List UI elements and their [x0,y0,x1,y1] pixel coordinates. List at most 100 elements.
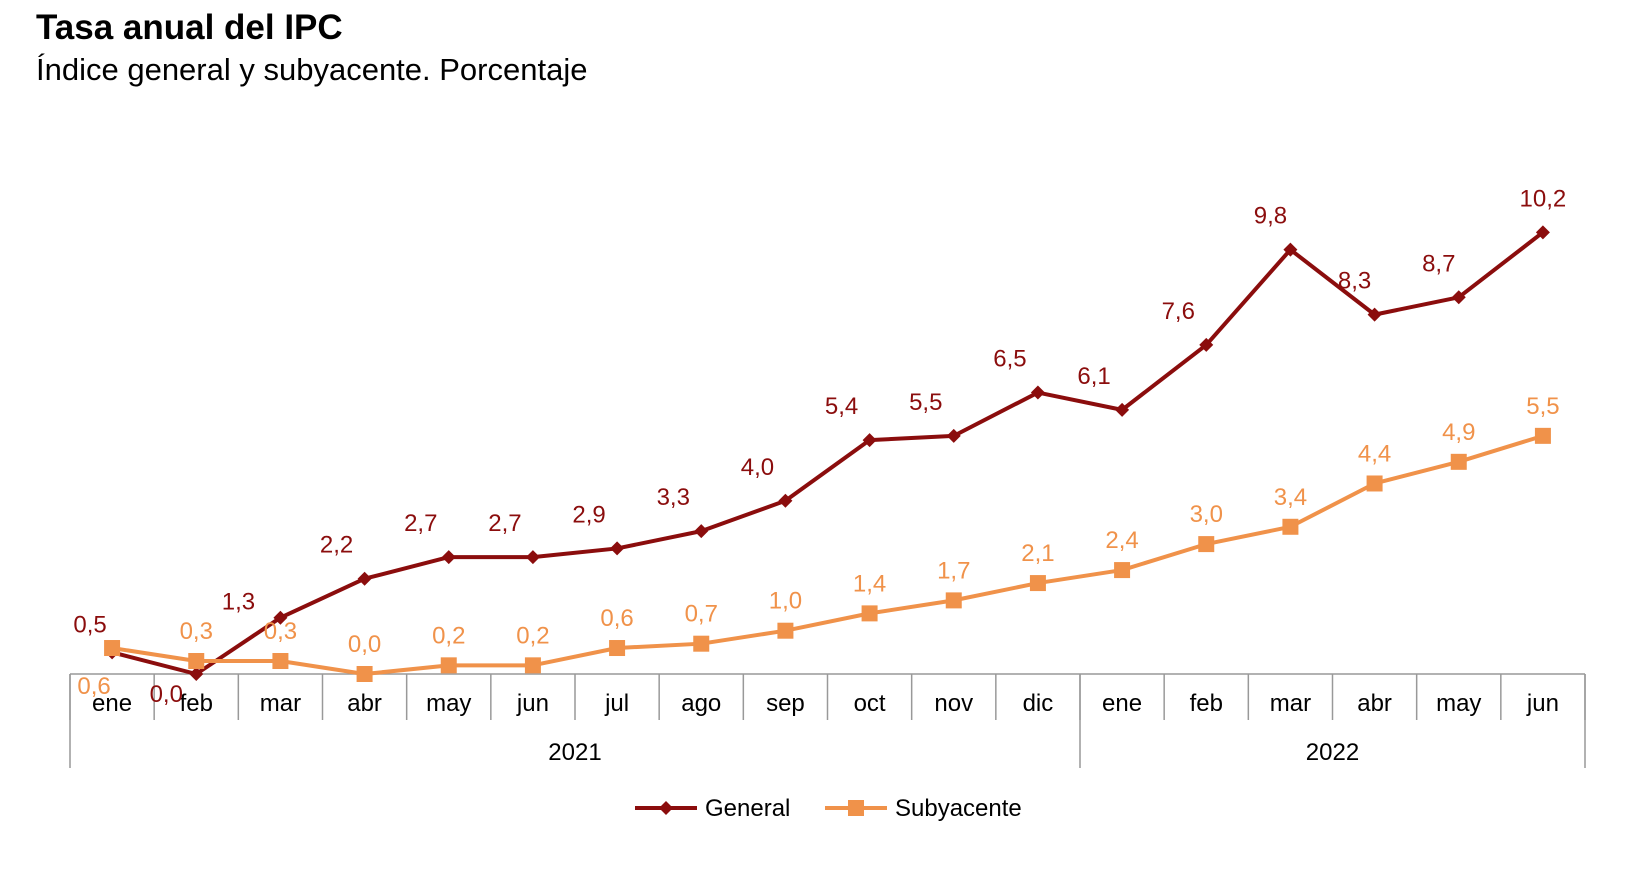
diamond-marker [1451,290,1466,305]
x-tick-label: mar [260,690,301,717]
legend-label: Subyacente [895,795,1022,822]
square-marker [609,640,626,657]
data-label: 5,5 [1526,393,1559,420]
data-label: 0,0 [150,681,183,708]
x-tick-label: ago [681,690,721,717]
diamond-marker [778,493,793,508]
square-marker [861,605,878,622]
data-label: 5,5 [909,389,942,416]
x-tick-label: abr [1357,690,1392,717]
data-label: 2,4 [1105,527,1138,554]
square-marker [1366,475,1383,492]
diamond-marker [441,550,456,565]
data-label: 2,9 [572,501,605,528]
square-marker [693,635,710,652]
data-label: 0,6 [77,673,110,700]
data-label: 0,2 [516,622,549,649]
diamond-marker [946,428,961,443]
legend-item-general: General [635,795,790,822]
data-label: 0,6 [600,605,633,632]
data-label: 3,3 [657,484,690,511]
data-label: 8,3 [1338,268,1371,295]
x-tick-label: feb [1190,690,1223,717]
x-tick-label: nov [934,690,973,717]
x-tick-label: may [1436,690,1481,717]
x-tick-label: jul [604,690,629,717]
x-tick-label: sep [766,690,805,717]
data-label: 0,2 [432,622,465,649]
data-label: 2,2 [320,532,353,559]
x-tick-label: jun [1526,690,1559,717]
diamond-marker [1030,385,1045,400]
legend-square-icon [848,800,864,816]
chart-subtitle: Índice general y subyacente. Porcentaje [36,52,588,87]
square-marker [1450,453,1467,470]
diamond-marker [1115,402,1130,417]
square-marker [272,653,289,670]
x-tick-label: may [426,690,471,717]
diamond-marker [610,541,625,556]
data-label: 3,0 [1190,501,1223,528]
diamond-marker [357,571,372,586]
data-label: 1,0 [769,588,802,615]
data-label: 4,9 [1442,419,1475,446]
data-label: 1,3 [222,589,255,616]
data-label: 4,0 [741,454,774,481]
data-label: 4,4 [1358,440,1391,467]
diamond-marker [525,550,540,565]
square-marker [1534,427,1551,444]
square-marker [524,657,541,674]
series-line-subyacente [111,433,1544,676]
data-label: 5,4 [825,393,858,420]
legend-item-subyacente: Subyacente [825,795,1022,822]
x-tick-label: oct [854,690,886,717]
diamond-marker [273,610,288,625]
diamond-marker [1367,307,1382,322]
diamond-marker [694,524,709,539]
x-tick-label: mar [1270,690,1311,717]
x-tick-label: ene [1102,690,1142,717]
data-label: 2,7 [404,510,437,537]
data-label: 0,5 [73,611,106,638]
square-marker [945,592,962,609]
diamond-marker [1283,242,1298,257]
x-tick-label: dic [1023,690,1054,717]
square-marker [1029,575,1046,592]
chart-title: Tasa anual del IPC [36,8,343,47]
legend-diamond-icon [659,801,673,815]
diamond-marker [1199,337,1214,352]
square-marker [777,622,794,639]
data-label: 10,2 [1520,185,1567,212]
square-marker [104,640,121,657]
data-label: 0,0 [348,631,381,658]
square-marker [1282,518,1299,535]
data-label: 3,4 [1274,484,1307,511]
legend-label: General [705,795,790,822]
x-tick-label: ene [92,690,132,717]
data-label: 2,7 [488,510,521,537]
data-label: 0,7 [685,601,718,628]
diamond-marker [862,433,877,448]
square-marker [440,657,457,674]
data-label: 1,4 [853,570,886,597]
square-marker [1114,562,1131,579]
data-label: 0,3 [264,618,297,645]
data-label: 9,8 [1254,203,1287,230]
data-label: 0,3 [180,618,213,645]
square-marker [188,653,205,670]
x-tick-label: feb [180,690,213,717]
data-label: 7,6 [1162,298,1195,325]
data-label: 6,1 [1077,363,1110,390]
series-line-general [111,230,1545,676]
data-label: 8,7 [1422,250,1455,277]
x-tick-label: abr [347,690,382,717]
square-marker [356,666,373,682]
x-tick-label: jun [516,690,549,717]
year-label: 2021 [548,739,601,766]
year-label: 2022 [1306,739,1359,766]
data-label: 6,5 [993,346,1026,373]
data-label: 2,1 [1021,540,1054,567]
data-label: 1,7 [937,557,970,584]
diamond-marker [189,667,204,681]
